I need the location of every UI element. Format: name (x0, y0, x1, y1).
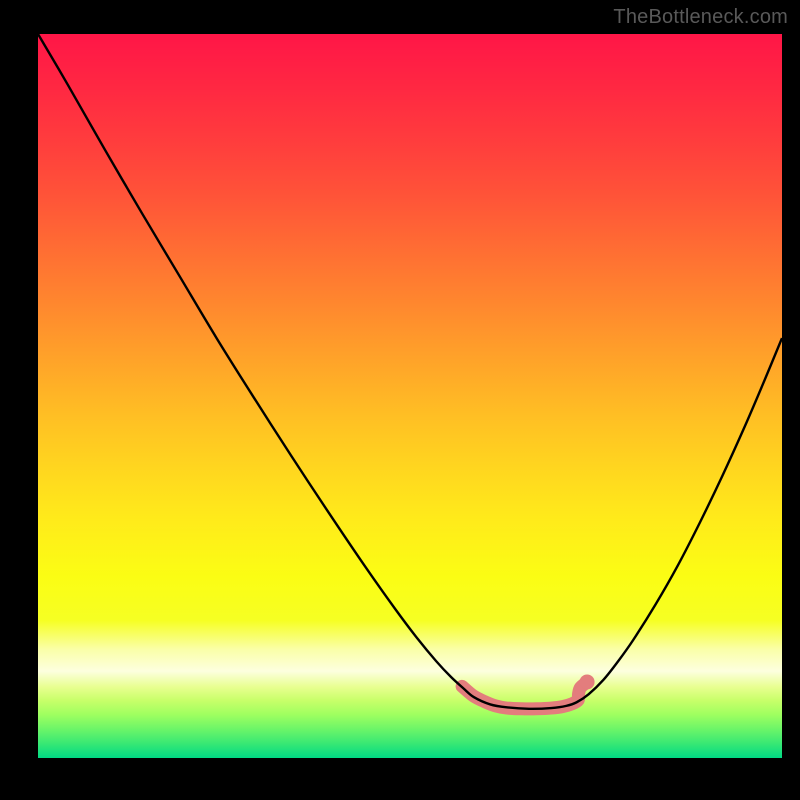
gradient-background (38, 34, 782, 758)
watermark-text: TheBottleneck.com (613, 6, 788, 29)
chart-stage: TheBottleneck.com (0, 0, 800, 800)
curve-layer (38, 34, 782, 758)
plot-area (38, 34, 782, 758)
optimal-range-end-marker (580, 674, 595, 689)
